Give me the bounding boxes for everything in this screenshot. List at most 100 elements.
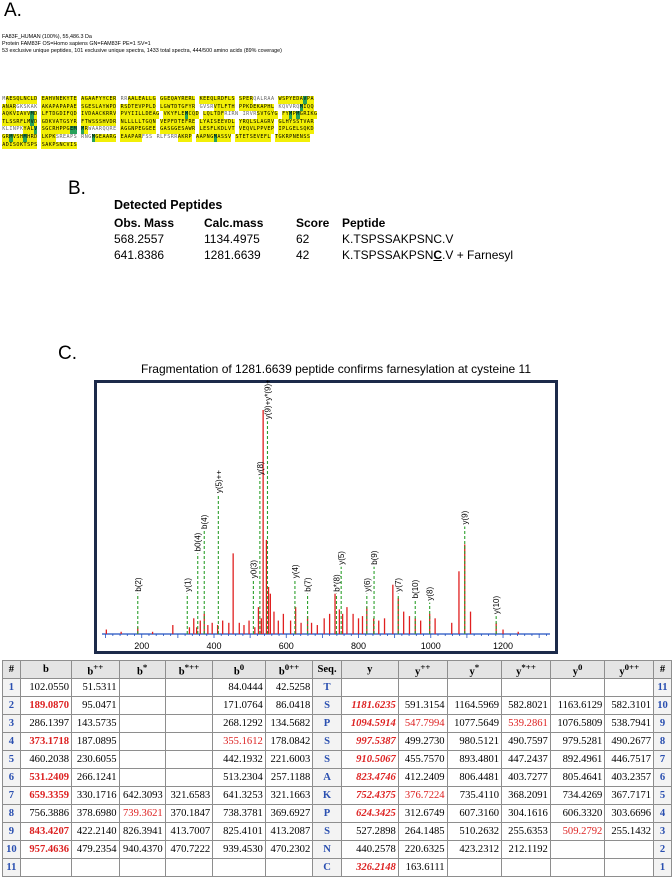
column-header: b++ [71, 660, 120, 679]
column-header: b0 [212, 660, 266, 679]
ion-mass [118, 750, 166, 769]
ion-mass: 446.7517 [604, 750, 655, 769]
ion-mass: 1163.6129 [549, 696, 606, 715]
ion-mass: 264.1485 [397, 822, 448, 841]
sequence-block: WSPYEDAVPA [278, 96, 314, 104]
ion-mass: 826.3941 [118, 822, 166, 841]
ion-index: 7 [653, 750, 672, 769]
sequence-row: MAESQLNCLD EAHVNEKYTE AGAAFYYCER RRAALEALLG… [2, 96, 321, 104]
peptide-row: 568.2557 1134.4975 62 K.TSPSSAKPSNC.V [114, 231, 513, 247]
spectrum-title: Fragmentation of 1281.6639 peptide confi… [140, 362, 531, 376]
ion-annotation-label: y(1) [183, 578, 192, 592]
ion-index: 4 [2, 732, 21, 751]
sequence-block: LYAISEEVDL [199, 118, 235, 127]
ion-mass: 376.7224 [397, 786, 448, 805]
detected-peptides-title: Detected Peptides [114, 198, 223, 212]
ion-mass: 539.2861 [501, 714, 551, 733]
ion-index: 1 [2, 678, 21, 697]
column-header: y++ [397, 660, 448, 679]
ion-mass [549, 858, 606, 877]
table-row: 1 102.0550 51.5311 84.0444 42.5258 T 11 [2, 678, 672, 697]
peptide-sequence: K.TSPSSAKPSNC.V + Farnesyl [342, 248, 514, 262]
sequence-block: MAESQLNCLD [2, 96, 38, 104]
sequence-block: LESFLKDLVT [199, 126, 235, 134]
x-tick-label: 1200 [493, 641, 513, 651]
ion-annotation-label: b(4) [200, 514, 209, 529]
ion-mass: 369.6927 [264, 804, 314, 823]
ion-mass: 1076.5809 [549, 714, 606, 733]
protein-description-line: Protein FAM83F OS=Homo sapiens GN=FAM83F… [2, 41, 151, 47]
score: 62 [296, 232, 310, 246]
residue: C [312, 858, 342, 877]
peptide-sequence: K.TSPSSAKPSNC.V [342, 232, 454, 246]
ion-annotation-label: y(10) [492, 596, 501, 615]
ion-mass [71, 858, 120, 877]
ion-mass: 422.2140 [71, 822, 120, 841]
ion-mass: 86.0418 [264, 696, 314, 715]
ion-mass [340, 678, 399, 697]
column-header: # [653, 660, 672, 679]
ion-mass: 171.0764 [212, 696, 266, 715]
ion-index: 3 [2, 714, 21, 733]
ion-mass: 412.2409 [397, 768, 448, 787]
ion-mass: 266.1241 [71, 768, 120, 787]
ion-mass: 997.5387 [340, 732, 399, 751]
ion-mass [164, 750, 214, 769]
sequence-block: GVSRVTLFTH [199, 103, 235, 112]
ion-mass: 268.1292 [212, 714, 266, 733]
ion-mass: 423.2312 [446, 840, 503, 859]
sequence-block: RRAALEALLG [120, 96, 156, 104]
ion-annotation-label: y0(3) [249, 560, 258, 579]
sequence-row: TLSSRFLMVD GDKVATGSYR FTWSSSHVDR NLLLLLTGQN… [2, 118, 321, 127]
ion-mass: 1181.6235 [340, 696, 399, 715]
ion-mass: 355.1612 [212, 732, 266, 751]
ion-mass: 582.8021 [501, 696, 551, 715]
ion-mass: 255.6353 [501, 822, 551, 841]
sequence-block: LGWTDTGFYR [159, 103, 196, 112]
ion-mass: 187.0895 [71, 732, 120, 751]
sequence-block: VKYFLEMCQD [163, 111, 199, 119]
ion-index: 7 [2, 786, 21, 805]
ion-mass: 805.4641 [549, 768, 606, 787]
ion-mass: 220.6325 [397, 840, 448, 859]
sequence-block: RNGMGEAARG [80, 133, 117, 142]
ion-mass: 752.4375 [340, 786, 399, 805]
ion-mass [118, 678, 166, 697]
ion-index: 5 [2, 750, 21, 769]
ion-index: 9 [653, 714, 672, 733]
ion-mass: 607.3160 [446, 804, 503, 823]
sequence-block: EAHVNEKYTE [41, 96, 77, 104]
ion-mass [118, 768, 166, 787]
ion-mass [118, 858, 166, 877]
ion-mass: 84.0444 [212, 678, 266, 697]
column-header: y0++ [604, 660, 655, 679]
ion-mass: 303.6696 [604, 804, 655, 823]
obs-mass: 568.2557 [114, 232, 165, 246]
ion-mass [604, 858, 655, 877]
ion-mass: 330.1716 [71, 786, 120, 805]
x-tick-label: 600 [279, 641, 294, 651]
ion-mass: 513.2304 [212, 768, 266, 787]
residue: N [312, 840, 342, 859]
ion-annotation-label: y(9) [461, 510, 470, 524]
sequence-block: AQKVIAVVMD [2, 111, 38, 119]
sequence-block: EAAPARFSS [120, 133, 153, 142]
ion-mass [446, 858, 503, 877]
column-header: Seq. [312, 660, 342, 679]
ion-mass [164, 768, 214, 787]
score: 42 [296, 248, 310, 262]
ion-annotation-label: y(5) [337, 551, 346, 565]
ion-index: 2 [653, 840, 672, 859]
table-row: 10 957.4636 479.2354 940.4370 470.7222 939.45… [2, 840, 672, 859]
sequence-block: ANARGKSKAK [2, 103, 38, 112]
residue: A [312, 768, 342, 787]
ion-mass [118, 732, 166, 751]
ion-mass: 378.6980 [71, 804, 120, 823]
ion-mass: 659.3359 [19, 786, 73, 805]
ion-mass: 460.2038 [19, 750, 73, 769]
panel-c-label: C. [58, 343, 77, 364]
ion-annotation-label: y(7) [394, 578, 403, 592]
ion-mass: 370.1847 [164, 804, 214, 823]
panel-b-label: B. [68, 178, 86, 199]
ion-index: 10 [653, 696, 672, 715]
